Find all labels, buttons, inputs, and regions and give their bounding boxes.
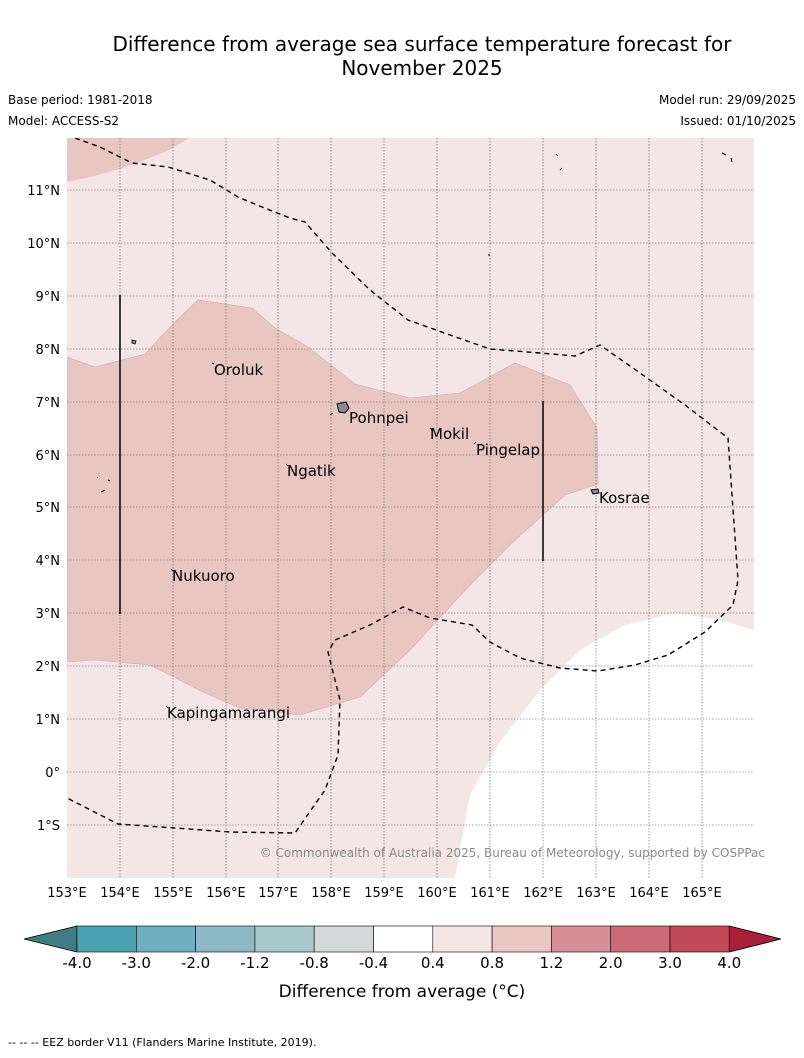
- colorbar-segment: [254, 925, 315, 953]
- lat-label: 4°N: [36, 554, 61, 569]
- latitude-labels: 11°N 10°N 9°N 8°N 7°N 6°N 5°N 4°N 3°N 2°…: [27, 184, 60, 834]
- anomaly-0.8-1.2-region: [67, 299, 599, 716]
- lon-label: 154°E: [100, 886, 140, 901]
- label-oroluk: Oroluk: [214, 361, 263, 379]
- issued-date: Issued: 01/10/2025: [680, 114, 796, 128]
- lon-label: 160°E: [417, 886, 457, 901]
- title-line-1: Difference from average sea surface temp…: [112, 32, 732, 56]
- model-name: Model: ACCESS-S2: [8, 114, 120, 128]
- label-mokil: Mokil: [430, 425, 469, 443]
- lon-label: 159°E: [364, 886, 404, 901]
- colorbar-tick: -2.0: [181, 954, 210, 972]
- colorbar-tick: 2.0: [599, 954, 623, 972]
- lon-label: 161°E: [470, 886, 510, 901]
- colorbar-segment: [432, 925, 493, 953]
- base-period: Base period: 1981-2018: [8, 93, 153, 107]
- colorbar-ticks: -4.0 -3.0 -2.0 -1.2 -0.8 -0.4 0.4 0.8 1.…: [62, 954, 741, 972]
- footnote-eez: -- -- -- EEZ border V11 (Flanders Marine…: [8, 1036, 317, 1049]
- lat-label: 11°N: [27, 184, 60, 199]
- label-ngatik: Ngatik: [287, 462, 336, 480]
- colorbar-segment: [195, 925, 256, 953]
- longitude-labels: 153°E 154°E 155°E 156°E 157°E 158°E 159°…: [47, 886, 722, 901]
- islet-icon: [131, 339, 137, 345]
- copyright-notice: © Commonwealth of Australia 2025, Bureau…: [260, 846, 765, 860]
- lat-label: 2°N: [36, 660, 61, 675]
- lat-label: 5°N: [36, 501, 61, 516]
- colorbar-tick: 0.4: [421, 954, 445, 972]
- label-nukuoro: Nukuoro: [172, 567, 235, 585]
- lon-label: 158°E: [311, 886, 351, 901]
- lon-label: 157°E: [258, 886, 298, 901]
- lon-label: 153°E: [47, 886, 87, 901]
- colorbar-tick: -1.2: [240, 954, 269, 972]
- colorbar-tick: -0.4: [359, 954, 388, 972]
- colorbar-extend-low: [23, 925, 78, 953]
- model-run: Model run: 29/09/2025: [658, 93, 796, 107]
- lat-label: 1°N: [36, 713, 61, 728]
- title-line-2: November 2025: [341, 56, 503, 80]
- lon-label: 156°E: [206, 886, 246, 901]
- lat-label: 6°N: [36, 449, 61, 464]
- colorbar-label: Difference from average (°C): [279, 982, 526, 1002]
- lat-label: 9°N: [36, 290, 61, 305]
- lat-label: 7°N: [36, 396, 61, 411]
- label-kapingamarangi: Kapingamarangi: [167, 704, 290, 722]
- label-pohnpei: Pohnpei: [349, 409, 409, 427]
- chart-title: Difference from average sea surface temp…: [0, 32, 804, 80]
- colorbar-tick: 0.8: [480, 954, 504, 972]
- colorbar-segment: [373, 925, 434, 953]
- lat-label: 0°: [45, 766, 60, 781]
- colorbar-segment: [551, 925, 612, 953]
- colorbar: -4.0 -3.0 -2.0 -1.2 -0.8 -0.4 0.4 0.8 1.…: [23, 925, 782, 1002]
- colorbar-segment: [313, 925, 374, 953]
- place-labels: Oroluk Pohnpei Mokil Pingelap Ngatik Kos…: [167, 361, 650, 722]
- colorbar-segment: [491, 925, 552, 953]
- colorbar-tick: -3.0: [122, 954, 151, 972]
- pohnpei-island-icon: [336, 401, 350, 414]
- colorbar-segment: [610, 925, 671, 953]
- lon-label: 165°E: [682, 886, 722, 901]
- anomaly-neutral-region: [455, 613, 754, 878]
- kosrae-island-icon: [590, 488, 600, 495]
- colorbar-tick: -0.8: [300, 954, 329, 972]
- label-kosrae: Kosrae: [599, 489, 650, 507]
- colorbar-segment: [136, 925, 196, 953]
- lon-label: 162°E: [523, 886, 563, 901]
- colorbar-tick: 4.0: [717, 954, 741, 972]
- colorbar-tick: -4.0: [62, 954, 91, 972]
- colorbar-tick: 1.2: [539, 954, 563, 972]
- atoll-markers: [96, 152, 733, 709]
- colorbar-extend-high: [728, 925, 782, 953]
- gridlines: [67, 138, 754, 878]
- colorbar-tick: 3.0: [658, 954, 682, 972]
- colorbar-segment: [76, 925, 137, 953]
- lon-label: 164°E: [629, 886, 669, 901]
- lon-label: 163°E: [576, 886, 616, 901]
- colorbar-segment: [669, 925, 730, 953]
- lat-label: 10°N: [27, 237, 60, 252]
- lat-label: 3°N: [36, 607, 61, 622]
- lat-label: 8°N: [36, 343, 61, 358]
- lon-label: 155°E: [153, 886, 193, 901]
- map-panel: [67, 138, 754, 878]
- label-pingelap: Pingelap: [476, 441, 540, 459]
- anomaly-0.8-1.2-north-region: [67, 138, 190, 182]
- lat-label: 1°S: [37, 819, 60, 834]
